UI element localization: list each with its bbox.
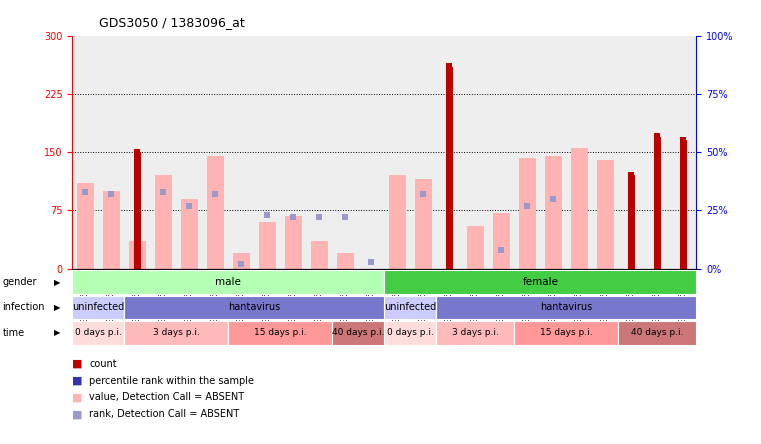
Text: percentile rank within the sample: percentile rank within the sample <box>89 376 254 385</box>
Bar <box>389 175 406 269</box>
Bar <box>436 296 696 319</box>
Bar <box>466 226 484 269</box>
Text: hantavirus: hantavirus <box>228 302 280 313</box>
Text: ▶: ▶ <box>54 328 61 337</box>
Text: time: time <box>2 328 24 338</box>
Bar <box>72 321 124 345</box>
Bar <box>436 321 514 345</box>
Bar <box>446 67 453 269</box>
Text: uninfected: uninfected <box>384 302 436 313</box>
Bar <box>72 296 124 319</box>
Bar <box>337 253 354 269</box>
Bar <box>597 160 614 269</box>
Text: 40 days p.i.: 40 days p.i. <box>332 328 384 337</box>
Text: 15 days p.i.: 15 days p.i. <box>540 328 593 337</box>
Bar <box>571 148 587 269</box>
Bar <box>233 253 250 269</box>
Bar <box>384 321 436 345</box>
Bar <box>129 242 146 269</box>
Bar <box>103 191 119 269</box>
Text: ■: ■ <box>72 376 83 385</box>
Text: 40 days p.i.: 40 days p.i. <box>631 328 683 337</box>
Text: ▶: ▶ <box>54 278 61 287</box>
Bar <box>259 222 275 269</box>
Text: ■: ■ <box>72 392 83 402</box>
Bar <box>310 242 328 269</box>
Text: 3 days p.i.: 3 days p.i. <box>452 328 498 337</box>
Text: ■: ■ <box>72 359 83 369</box>
Bar <box>519 158 536 269</box>
Text: 15 days p.i.: 15 days p.i. <box>254 328 307 337</box>
Bar <box>333 321 384 345</box>
Bar <box>228 321 333 345</box>
Bar <box>545 156 562 269</box>
Text: male: male <box>215 277 241 287</box>
Bar <box>207 156 224 269</box>
Bar <box>124 321 228 345</box>
Bar <box>181 199 198 269</box>
Text: GDS3050 / 1383096_at: GDS3050 / 1383096_at <box>99 16 245 28</box>
Text: count: count <box>89 359 116 369</box>
Text: female: female <box>522 277 559 287</box>
Bar <box>154 175 172 269</box>
Bar <box>654 137 661 269</box>
Bar <box>680 140 687 269</box>
Text: gender: gender <box>2 277 37 287</box>
Text: rank, Detection Call = ABSENT: rank, Detection Call = ABSENT <box>89 409 239 419</box>
Bar <box>493 213 510 269</box>
Bar <box>628 175 635 269</box>
Bar <box>618 321 696 345</box>
Text: 0 days p.i.: 0 days p.i. <box>387 328 434 337</box>
Bar <box>77 183 94 269</box>
Bar <box>134 152 141 269</box>
Text: infection: infection <box>2 302 45 313</box>
Text: 0 days p.i.: 0 days p.i. <box>75 328 122 337</box>
Bar <box>384 270 696 294</box>
Bar <box>124 296 384 319</box>
Text: value, Detection Call = ABSENT: value, Detection Call = ABSENT <box>89 392 244 402</box>
Text: hantavirus: hantavirus <box>540 302 592 313</box>
Bar <box>285 216 302 269</box>
Text: ▶: ▶ <box>54 303 61 312</box>
Bar <box>72 270 384 294</box>
Text: ■: ■ <box>72 409 83 419</box>
Text: 3 days p.i.: 3 days p.i. <box>153 328 199 337</box>
Text: uninfected: uninfected <box>72 302 124 313</box>
Bar <box>514 321 618 345</box>
Bar <box>384 296 436 319</box>
Bar <box>415 179 431 269</box>
